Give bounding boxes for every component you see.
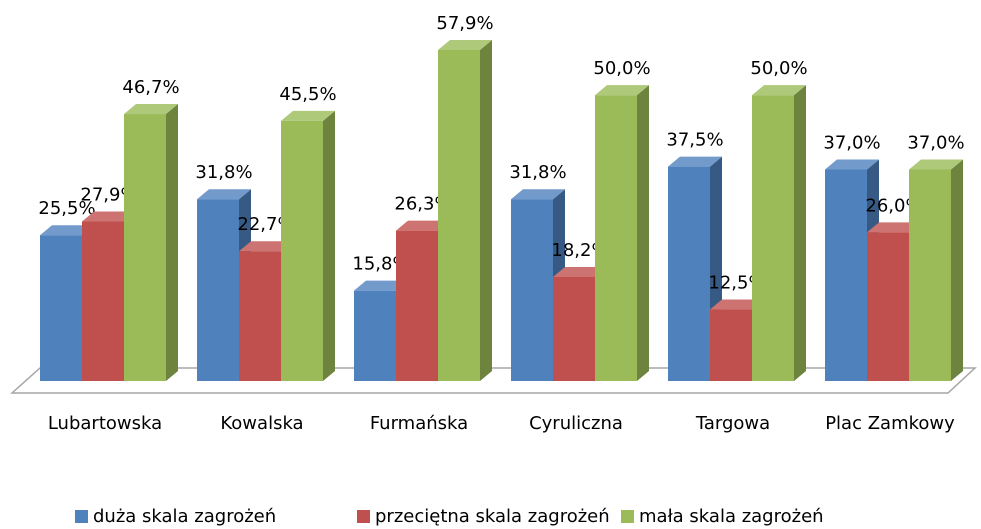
x-tick-label: Cyruliczna: [529, 413, 623, 434]
bar-top: [239, 241, 293, 252]
bar-front: [595, 95, 637, 382]
bar: [752, 85, 806, 382]
value-label: 25,5%: [38, 198, 95, 219]
bar-top: [595, 85, 649, 96]
bar-side: [951, 159, 963, 381]
bar-top: [281, 110, 335, 121]
x-tick-label: Kowalska: [220, 413, 303, 434]
value-label: 37,5%: [666, 130, 723, 151]
x-tick-label: Furmańska: [370, 413, 468, 434]
legend-swatch: [621, 510, 634, 523]
bar: [124, 104, 178, 381]
bar-side: [794, 85, 806, 382]
bar-top: [511, 189, 565, 200]
value-label: 50,0%: [593, 58, 650, 79]
legend-swatch: [75, 510, 88, 523]
bar-top: [354, 280, 408, 291]
value-label: 37,0%: [907, 132, 964, 153]
value-label: 50,0%: [750, 58, 807, 79]
bar-top: [668, 156, 722, 167]
bar-side: [637, 85, 649, 382]
bar-top: [553, 266, 607, 277]
bar-front: [438, 50, 480, 381]
bar-front: [867, 232, 909, 381]
bar-top: [909, 159, 963, 170]
value-label: 15,8%: [352, 254, 409, 275]
bar-front: [909, 169, 951, 381]
value-label: 26,3%: [394, 194, 451, 215]
legend-swatch: [357, 510, 370, 523]
value-label: 57,9%: [436, 13, 493, 34]
bar-top: [197, 189, 251, 200]
legend-label: duża skala zagrożeń: [93, 506, 276, 527]
bar-front: [825, 169, 867, 381]
x-tick-label: Targowa: [695, 413, 770, 434]
bar: [909, 159, 963, 381]
bar-top: [825, 159, 879, 170]
value-label: 31,8%: [509, 162, 566, 183]
bar: [595, 85, 649, 382]
bar-front: [197, 199, 239, 381]
legend-label: mała skala zagrożeń: [639, 506, 824, 527]
bar-top: [40, 225, 94, 236]
value-label: 26,0%: [865, 195, 922, 216]
bar-front: [281, 120, 323, 382]
bar-front: [511, 199, 553, 381]
bar-top: [82, 211, 136, 222]
value-label: 18,2%: [551, 240, 608, 261]
bar-front: [668, 166, 710, 381]
value-label: 46,7%: [122, 77, 179, 98]
bar-front: [239, 251, 281, 381]
value-label: 12,5%: [708, 273, 765, 294]
bar-side: [166, 104, 178, 381]
x-tick-label: Plac Zamkowy: [825, 413, 955, 434]
bar-top: [752, 85, 806, 96]
bar-front: [396, 230, 438, 381]
x-tick-label: Lubartowska: [48, 413, 162, 434]
bar-front: [124, 114, 166, 381]
bar-top: [867, 222, 921, 233]
value-label: 27,9%: [80, 185, 137, 206]
value-label: 31,8%: [195, 162, 252, 183]
bar: [197, 189, 251, 381]
legend-label: przeciętna skala zagrożeń: [375, 506, 610, 527]
bar-top: [396, 220, 450, 231]
bar: [281, 110, 335, 382]
bar: [438, 40, 492, 381]
value-label: 37,0%: [823, 132, 880, 153]
bar-front: [710, 309, 752, 381]
bar-front: [354, 290, 396, 381]
bar-top: [710, 299, 764, 310]
value-label: 45,5%: [279, 84, 336, 105]
value-label: 22,7%: [237, 214, 294, 235]
bar-front: [553, 276, 595, 381]
bar-front: [82, 221, 124, 381]
bar-top: [124, 104, 178, 115]
bar-side: [323, 110, 335, 382]
bar-front: [40, 235, 82, 381]
bar-side: [480, 40, 492, 381]
bar-front: [752, 95, 794, 382]
bar-top: [438, 40, 492, 51]
